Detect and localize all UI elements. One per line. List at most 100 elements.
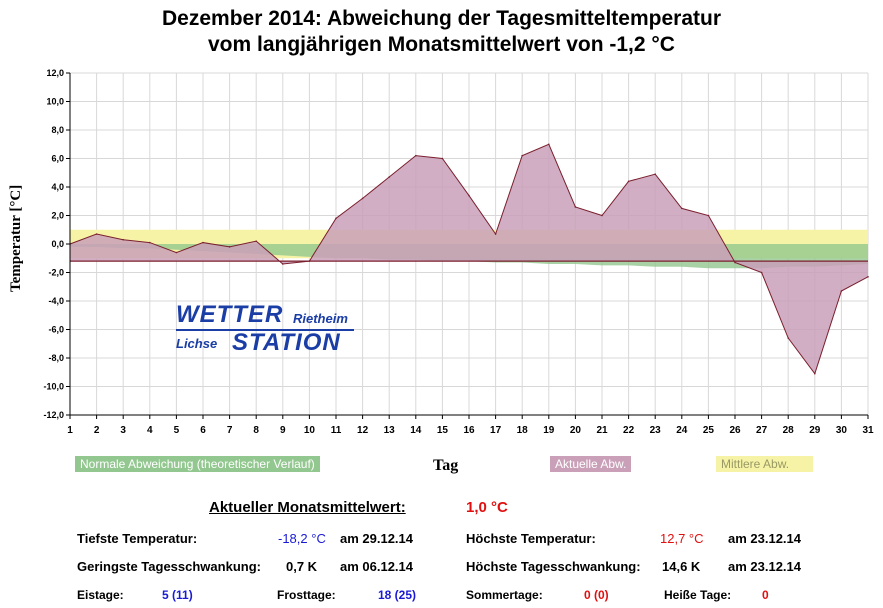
actual-data-point (760, 271, 763, 274)
actual-data-point (441, 157, 444, 160)
actual-data-point (255, 240, 257, 242)
min-swing-label: Geringste Tagesschwankung: (77, 559, 261, 574)
y-tick-label: 0,0 (51, 239, 64, 249)
x-tick-label: 16 (463, 425, 475, 436)
actual-data-point (814, 372, 816, 375)
x-tick-label: 14 (410, 425, 422, 436)
actual-data-point (521, 154, 523, 157)
x-tick-label: 24 (676, 425, 688, 436)
y-tick-label: 6,0 (51, 154, 64, 164)
actual-data-point (840, 290, 843, 292)
x-tick-label: 20 (570, 425, 582, 436)
x-tick-label: 21 (596, 425, 608, 436)
x-tick-label: 5 (174, 425, 180, 436)
ice-days-value: 5 (11) (162, 588, 193, 602)
x-tick-label: 25 (703, 425, 715, 436)
y-tick-label: 8,0 (51, 125, 64, 135)
actual-data-point (175, 251, 178, 254)
max-temp-date: am 23.12.14 (728, 531, 802, 546)
frost-days-label: Frosttage: (277, 588, 336, 602)
x-tick-label: 13 (384, 425, 396, 436)
y-tick-label: 10,0 (46, 97, 64, 107)
x-tick-label: 28 (783, 425, 795, 436)
y-tick-label: 2,0 (51, 211, 64, 221)
legend-normal: Normale Abweichung (theoretischer Verlau… (75, 456, 320, 472)
actual-data-point (122, 238, 124, 241)
actual-data-point (228, 246, 231, 248)
ice-days-label: Eistage: (77, 588, 124, 602)
x-tick-label: 9 (280, 425, 286, 436)
hot-days-label: Heiße Tage: (664, 588, 732, 602)
actual-data-point (654, 173, 656, 175)
actual-data-point (627, 180, 630, 183)
min-temp-value: -18,2 °C (278, 531, 326, 546)
logo-rietheim: Rietheim (293, 311, 348, 326)
actual-data-point (681, 207, 683, 210)
x-tick-label: 6 (200, 425, 206, 436)
y-tick-label: 12,0 (46, 68, 64, 78)
y-tick-label: 4,0 (51, 182, 64, 192)
actual-data-point (468, 194, 470, 197)
actual-data-point (149, 241, 151, 244)
x-tick-label: 10 (304, 425, 316, 436)
min-swing-date: am 06.12.14 (340, 559, 414, 574)
x-tick-label: 30 (836, 425, 848, 436)
min-swing-value: 0,7 K (286, 559, 318, 574)
chart-title-line1: Dezember 2014: Abweichung der Tagesmitte… (162, 7, 721, 30)
chart-title-line2: vom langjährigen Monatsmittelwert von -1… (208, 33, 675, 56)
actual-data-point (282, 263, 284, 265)
x-tick-label: 15 (437, 425, 449, 436)
x-tick-label: 1 (67, 425, 73, 436)
y-tick-label: -2,0 (48, 268, 64, 278)
frost-days-value: 18 (25) (378, 588, 417, 602)
y-tick-label: -6,0 (48, 325, 64, 335)
monthly-mean-label: Aktueller Monatsmittelwert: (209, 499, 406, 516)
x-tick-label: 19 (543, 425, 555, 436)
actual-data-point (202, 241, 204, 244)
actual-data-point (734, 261, 736, 264)
actual-data-point (548, 143, 550, 146)
monthly-mean-value: 1,0 °C (466, 499, 508, 516)
actual-data-point (574, 206, 577, 208)
y-tick-label: -12,0 (43, 410, 64, 420)
max-swing-date: am 23.12.14 (728, 559, 802, 574)
logo-station: STATION (232, 329, 341, 356)
actual-data-point (494, 233, 497, 235)
actual-data-point (787, 337, 789, 339)
min-temp-label: Tiefste Temperatur: (77, 531, 198, 546)
x-axis-label: Tag (433, 457, 459, 474)
x-tick-label: 8 (253, 425, 259, 436)
y-tick-label: -4,0 (48, 296, 64, 306)
summer-days-value: 0 (0) (584, 588, 609, 602)
actual-data-point (361, 197, 364, 200)
x-tick-label: 4 (147, 425, 153, 436)
x-tick-label: 17 (490, 425, 502, 436)
x-tick-label: 3 (120, 425, 126, 436)
x-tick-label: 2 (94, 425, 100, 436)
hot-days-value: 0 (762, 588, 769, 602)
x-tick-label: 11 (331, 425, 342, 436)
max-temp-value: 12,7 °C (660, 531, 704, 546)
x-tick-label: 22 (623, 425, 635, 436)
x-tick-label: 26 (729, 425, 741, 436)
x-tick-label: 18 (517, 425, 529, 436)
x-tick-label: 29 (809, 425, 821, 436)
x-tick-label: 12 (357, 425, 369, 436)
actual-data-point (707, 214, 710, 217)
x-tick-label: 27 (756, 425, 768, 436)
actual-deviation-area (70, 144, 868, 374)
logo-lichse: Lichse (176, 336, 218, 351)
x-tick-label: 7 (227, 425, 233, 436)
legend-actual: Aktuelle Abw. (550, 456, 632, 472)
actual-data-point (95, 233, 98, 235)
actual-data-point (388, 176, 391, 178)
actual-data-point (601, 214, 603, 217)
y-tick-label: -10,0 (43, 382, 64, 392)
max-swing-label: Höchste Tagesschwankung: (466, 559, 641, 574)
min-temp-date: am 29.12.14 (340, 531, 414, 546)
max-temp-label: Höchste Temperatur: (466, 531, 596, 546)
x-tick-label: 23 (650, 425, 662, 436)
y-tick-label: -8,0 (48, 353, 64, 363)
actual-data-point (335, 217, 337, 220)
